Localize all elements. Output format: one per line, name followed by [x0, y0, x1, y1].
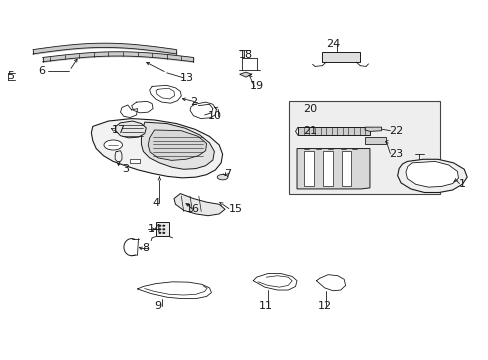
- Polygon shape: [148, 130, 206, 160]
- Polygon shape: [156, 222, 169, 237]
- Polygon shape: [397, 159, 466, 193]
- Text: 11: 11: [259, 301, 272, 311]
- Polygon shape: [116, 121, 146, 138]
- Polygon shape: [239, 72, 251, 77]
- Text: 4: 4: [152, 198, 159, 208]
- Polygon shape: [365, 127, 381, 131]
- Circle shape: [158, 225, 161, 227]
- Text: 1: 1: [458, 179, 465, 189]
- Circle shape: [158, 228, 161, 230]
- Text: 9: 9: [154, 301, 162, 311]
- Text: 2: 2: [190, 97, 197, 107]
- Text: 6: 6: [38, 66, 45, 76]
- Text: 12: 12: [317, 301, 331, 311]
- Text: 22: 22: [388, 126, 403, 136]
- Text: 20: 20: [302, 104, 316, 114]
- Polygon shape: [174, 194, 224, 216]
- Text: 3: 3: [122, 164, 129, 174]
- Text: 14: 14: [148, 224, 162, 234]
- Polygon shape: [141, 122, 214, 169]
- Circle shape: [158, 232, 161, 234]
- Polygon shape: [130, 158, 140, 163]
- Polygon shape: [341, 151, 351, 186]
- Text: 10: 10: [207, 111, 222, 121]
- Polygon shape: [365, 137, 385, 144]
- Polygon shape: [405, 161, 458, 187]
- Text: 18: 18: [238, 50, 252, 60]
- Text: 19: 19: [249, 81, 263, 91]
- Text: 7: 7: [224, 168, 231, 179]
- Circle shape: [162, 228, 165, 230]
- Circle shape: [162, 232, 165, 234]
- Ellipse shape: [104, 140, 122, 150]
- Polygon shape: [322, 151, 332, 186]
- Text: 16: 16: [186, 203, 200, 213]
- Polygon shape: [303, 151, 313, 186]
- Text: 17: 17: [112, 125, 126, 135]
- Circle shape: [162, 225, 165, 227]
- Bar: [288, 102, 439, 194]
- Text: 21: 21: [302, 126, 316, 136]
- Polygon shape: [296, 149, 369, 189]
- Text: 5: 5: [7, 71, 14, 81]
- Polygon shape: [297, 127, 369, 135]
- Polygon shape: [91, 118, 222, 178]
- Text: 13: 13: [180, 73, 194, 83]
- Ellipse shape: [217, 175, 227, 180]
- Text: 15: 15: [228, 203, 243, 213]
- Text: 24: 24: [325, 39, 340, 49]
- Text: 8: 8: [142, 243, 149, 253]
- Text: 23: 23: [388, 149, 403, 158]
- Polygon shape: [322, 52, 360, 62]
